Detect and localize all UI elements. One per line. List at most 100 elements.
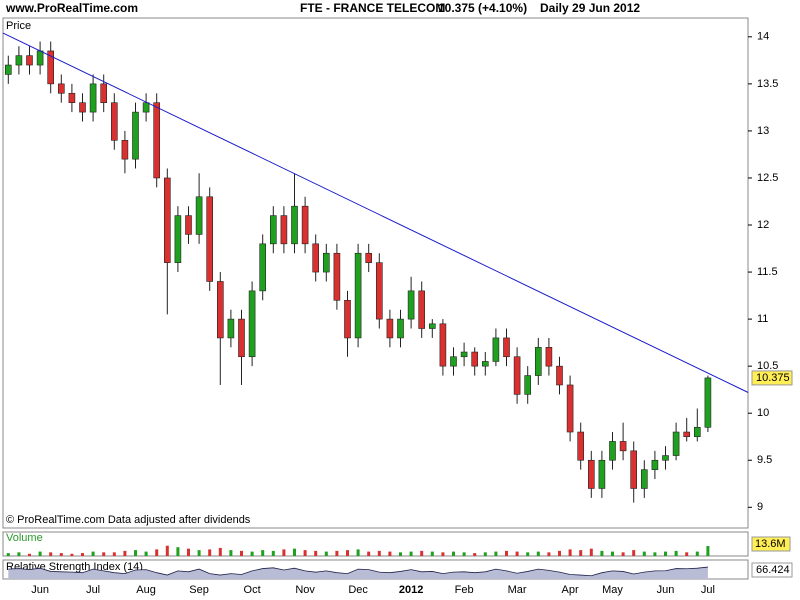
candle-body (609, 441, 616, 461)
y-tick-label: 11 (757, 313, 768, 325)
x-tick-label: Jul (86, 584, 100, 596)
candle-body (5, 64, 12, 75)
candle-body (322, 252, 330, 273)
volume-bar (314, 550, 318, 556)
volume-bar (59, 553, 63, 556)
panel-title: Volume (6, 532, 43, 544)
candle-body (174, 215, 182, 263)
volume-bar (494, 551, 498, 556)
volume-bar (462, 552, 466, 556)
candle-body (566, 384, 574, 433)
last-rsi: 66.424 (756, 564, 790, 576)
volume-bar (377, 550, 381, 556)
candle-body (248, 290, 256, 358)
volume-bar (621, 552, 625, 556)
volume-bar (452, 551, 455, 556)
volume-bar (335, 550, 339, 556)
volume-bar (558, 550, 561, 556)
volume-bar (187, 548, 190, 556)
candle-body (111, 102, 118, 141)
candle-body (344, 299, 351, 339)
volume-bar (547, 552, 551, 556)
volume-bar (17, 552, 21, 556)
x-tick-label: Sep (189, 584, 209, 596)
x-tick-label: Jul (701, 584, 715, 596)
candle-body (545, 347, 553, 367)
volume-bar (271, 550, 275, 556)
candle-body (79, 102, 86, 113)
volume-bar (600, 550, 604, 556)
candle-body (259, 243, 267, 292)
volume-bar (441, 552, 445, 556)
x-tick-label: 2012 (399, 584, 423, 596)
candle-body (26, 55, 33, 66)
candle-body (524, 375, 532, 395)
last-price: 10.375 (756, 372, 790, 384)
volume-bar (420, 550, 424, 556)
volume-bar (155, 549, 159, 556)
x-tick-label: May (602, 584, 623, 596)
y-tick-label: 10.5 (757, 360, 778, 372)
candle-body (630, 450, 638, 489)
volume-bar (49, 552, 53, 556)
last-rsi-box (751, 562, 793, 578)
candle-body (68, 92, 76, 103)
candle-body (142, 102, 150, 113)
x-tick-label: Apr (562, 584, 579, 596)
candle-body (365, 252, 373, 263)
candle-body (280, 215, 288, 245)
candle-body (450, 356, 457, 367)
candle-body (227, 318, 235, 339)
volume-bar (91, 551, 95, 556)
candle-body (407, 290, 415, 320)
candle-body (100, 83, 107, 103)
candle-body (15, 55, 23, 66)
candle-body (36, 50, 44, 66)
y-tick-label: 9 (757, 501, 763, 513)
candle-body (662, 455, 669, 461)
last-volume: 13.6M (755, 538, 786, 550)
volume-bar (664, 551, 667, 556)
candle-body (386, 318, 394, 339)
candle-body (439, 323, 447, 367)
y-tick-label: 12.5 (757, 172, 778, 184)
candle-body (47, 50, 55, 85)
candle-body (238, 318, 245, 358)
volume-bar (324, 551, 328, 556)
x-tick-label: Mar (508, 584, 527, 596)
volume-bar (240, 550, 243, 556)
candle-body (503, 337, 510, 358)
price-panel (2, 17, 749, 529)
candle-body (121, 140, 129, 160)
volume-bar (515, 551, 519, 556)
last-volume-box (751, 536, 791, 552)
candle-body (513, 356, 521, 395)
volume-bar (6, 553, 10, 556)
volume-bar (367, 551, 371, 556)
volume-bar (388, 551, 392, 556)
candle-body (481, 361, 489, 367)
candle-body (217, 281, 224, 339)
volume-bar (112, 552, 116, 556)
volume-bar (123, 550, 127, 556)
volume-bar (70, 553, 74, 556)
volume-bar (81, 553, 84, 556)
candle-body (704, 377, 712, 428)
volume-panel (2, 531, 749, 557)
volume-bar (208, 549, 212, 556)
candle-body (556, 365, 563, 386)
volume-bar (589, 548, 593, 556)
candle-body (492, 337, 500, 362)
rsi-line (8, 566, 708, 577)
site: www.ProRealTime.com (5, 1, 138, 15)
y-tick-label: 10 (757, 407, 769, 419)
last-price-box (751, 370, 793, 386)
candle-body (89, 83, 97, 113)
quote: 10.375 (+4.10%) (438, 1, 527, 15)
candle-body (153, 102, 160, 179)
volume-bar (250, 551, 254, 556)
candle-body (164, 177, 171, 263)
volume-bar (38, 551, 42, 556)
candle-body (206, 196, 213, 282)
